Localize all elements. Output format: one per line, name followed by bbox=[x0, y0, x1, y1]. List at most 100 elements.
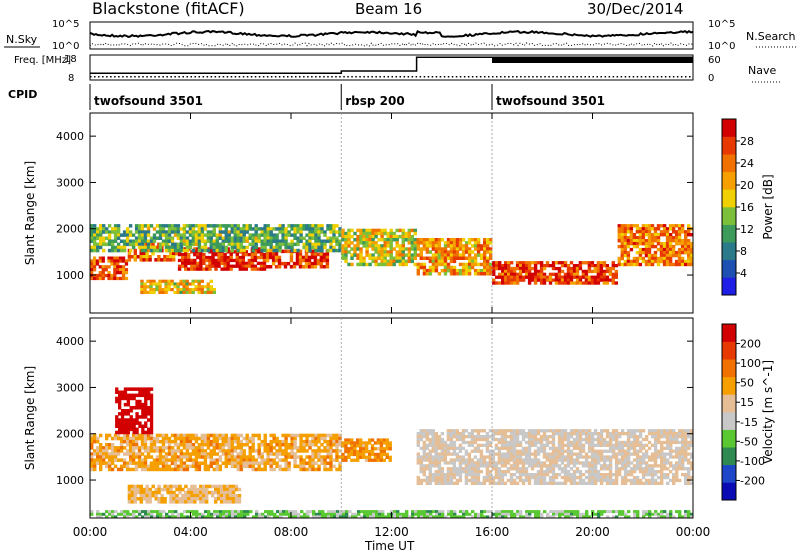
data-cell bbox=[184, 256, 187, 259]
data-cell bbox=[591, 264, 594, 267]
data-cell bbox=[220, 259, 223, 262]
data-cell bbox=[567, 458, 570, 461]
data-cell bbox=[387, 244, 390, 248]
data-cell bbox=[260, 253, 263, 256]
data-cell bbox=[261, 243, 264, 247]
data-cell bbox=[642, 230, 645, 233]
data-cell bbox=[111, 462, 114, 466]
data-cell bbox=[140, 285, 143, 288]
data-cell bbox=[302, 256, 305, 260]
data-cell bbox=[231, 455, 234, 459]
data-cell bbox=[612, 435, 615, 438]
data-cell bbox=[230, 256, 233, 259]
data-cell bbox=[450, 238, 453, 242]
data-cell bbox=[133, 421, 136, 425]
data-cell bbox=[243, 246, 246, 250]
data-cell bbox=[672, 227, 675, 230]
data-cell bbox=[507, 261, 510, 264]
data-cell bbox=[657, 438, 660, 441]
data-cell bbox=[459, 438, 462, 441]
data-cell bbox=[131, 488, 134, 492]
data-cell bbox=[450, 476, 453, 479]
data-cell bbox=[140, 258, 143, 262]
colorbar-tick-label: 28 bbox=[740, 135, 754, 148]
data-cell bbox=[513, 281, 516, 284]
data-cell bbox=[254, 253, 257, 256]
data-cell bbox=[516, 261, 519, 264]
data-cell bbox=[633, 224, 636, 227]
data-cell bbox=[576, 276, 579, 279]
data-cell bbox=[93, 277, 96, 280]
data-cell bbox=[243, 462, 246, 466]
data-cell bbox=[380, 459, 383, 462]
data-cell bbox=[621, 233, 624, 236]
data-cell bbox=[222, 246, 225, 250]
data-cell bbox=[432, 479, 435, 482]
data-cell bbox=[359, 250, 362, 254]
data-cell bbox=[121, 391, 124, 395]
data-cell bbox=[237, 446, 240, 450]
data-cell bbox=[290, 243, 293, 247]
data-cell bbox=[645, 260, 648, 263]
data-cell bbox=[570, 276, 573, 279]
data-cell bbox=[537, 476, 540, 479]
data-cell bbox=[456, 432, 459, 435]
data-cell bbox=[543, 482, 546, 485]
nave-mark bbox=[500, 76, 502, 78]
data-cell bbox=[311, 265, 314, 269]
data-cell bbox=[657, 227, 660, 230]
data-cell bbox=[275, 462, 278, 466]
data-cell bbox=[120, 510, 123, 513]
data-cell bbox=[501, 461, 504, 464]
data-cell bbox=[534, 429, 537, 432]
data-cell bbox=[441, 467, 444, 470]
data-cell bbox=[534, 432, 537, 435]
data-cell bbox=[477, 250, 480, 254]
nave-mark bbox=[187, 76, 189, 78]
data-cell bbox=[624, 239, 627, 242]
data-cell bbox=[540, 461, 543, 464]
data-cell bbox=[666, 453, 669, 456]
data-cell bbox=[561, 447, 564, 450]
data-cell bbox=[107, 259, 110, 262]
data-cell bbox=[270, 452, 273, 456]
data-cell bbox=[255, 240, 258, 244]
data-cell bbox=[666, 263, 669, 266]
data-cell bbox=[102, 277, 105, 280]
data-cell bbox=[204, 465, 207, 469]
data-cell bbox=[597, 438, 600, 441]
data-cell bbox=[164, 288, 167, 291]
data-cell bbox=[552, 473, 555, 476]
data-cell bbox=[284, 437, 287, 441]
data-cell bbox=[678, 432, 681, 435]
data-cell bbox=[408, 235, 411, 239]
data-cell bbox=[177, 227, 180, 231]
data-cell bbox=[672, 464, 675, 467]
data-cell bbox=[389, 456, 392, 459]
data-cell bbox=[255, 468, 258, 472]
data-cell bbox=[396, 244, 399, 248]
data-cell bbox=[633, 260, 636, 263]
data-cell bbox=[149, 282, 152, 285]
data-cell bbox=[561, 476, 564, 479]
data-cell bbox=[227, 268, 230, 271]
data-cell bbox=[240, 249, 243, 253]
data-cell bbox=[149, 488, 152, 492]
data-cell bbox=[516, 453, 519, 456]
data-cell bbox=[138, 400, 141, 404]
data-cell bbox=[115, 400, 118, 404]
data-cell bbox=[567, 476, 570, 479]
data-cell bbox=[123, 249, 126, 253]
data-cell bbox=[471, 435, 474, 438]
data-cell bbox=[486, 247, 489, 251]
data-cell bbox=[543, 444, 546, 447]
data-cell bbox=[486, 260, 489, 264]
data-cell bbox=[219, 455, 222, 459]
data-cell bbox=[135, 468, 138, 472]
data-cell bbox=[347, 250, 350, 254]
data-cell bbox=[326, 455, 329, 459]
data-cell bbox=[213, 449, 216, 453]
data-cell bbox=[612, 482, 615, 485]
data-cell bbox=[134, 491, 137, 495]
data-cell bbox=[102, 224, 105, 228]
